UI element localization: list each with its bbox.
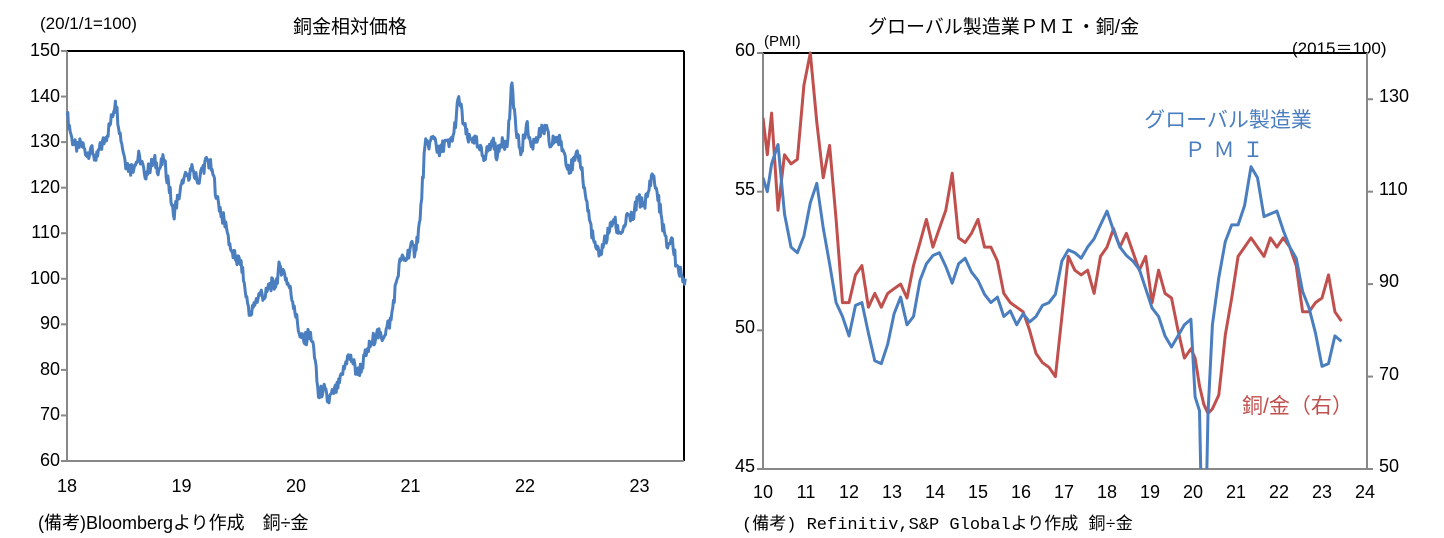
y-tick-label: 140 (29, 85, 60, 106)
right-chart-plot (757, 51, 1373, 470)
left-y-tick-label: 50 (734, 317, 755, 338)
left-chart-panel: (20/1/1=100) 銅金相対価格 150 140 130 120 110 100 90… (0, 0, 720, 538)
copper-gold-line (763, 51, 1343, 415)
x-tick-label: 20 (1182, 482, 1204, 502)
y-tick-label: 60 (39, 450, 60, 470)
x-tick-label: 15 (967, 482, 989, 502)
x-tick-label: 23 (629, 476, 650, 496)
right-y-tick-label: 70 (1379, 363, 1400, 384)
left-chart-plot (61, 50, 687, 462)
y-tick-label: 100 (29, 267, 60, 288)
copper-gold-line (65, 81, 687, 405)
x-tick-label: 21 (1225, 482, 1247, 502)
legend-pmi-line2: ＰＭＩ (1184, 139, 1272, 162)
right-chart-source-note: (備考) Refinitiv,S&P Globalより作成 銅÷金 (742, 516, 1133, 535)
y-tick-label: 70 (39, 404, 60, 425)
left-chart-title: 銅金相対価格 (293, 17, 408, 38)
x-tick-label: 11 (796, 482, 816, 502)
right-y-tick-label: 110 (1379, 178, 1408, 199)
x-tick-label: 18 (56, 476, 78, 496)
right-left-axis-unit: (PMI) (764, 33, 801, 50)
pmi-line (763, 143, 1343, 469)
legend-pmi: グローバル製造業 ＰＭＩ (1128, 106, 1328, 166)
legend-copper-gold: 銅/金（右） (1242, 395, 1353, 418)
y-tick-label: 80 (39, 358, 60, 379)
x-tick-label: 21 (400, 476, 421, 496)
y-tick-label: 130 (29, 131, 60, 152)
x-tick-label: 19 (1139, 482, 1161, 502)
y-tick-label: 90 (39, 313, 60, 334)
right-y-tick-label: 90 (1379, 271, 1400, 292)
legend-pmi-line1: グローバル製造業 (1144, 109, 1312, 132)
right-chart-panel: グローバル製造業ＰＭＩ・銅/金 (PMI) (2015＝100) 60 55 50 4… (720, 0, 1444, 538)
y-tick-label: 110 (31, 222, 60, 243)
x-tick-label: 17 (1053, 482, 1075, 502)
x-tick-label: 16 (1010, 482, 1032, 502)
x-tick-label: 23 (1311, 482, 1333, 502)
x-tick-label: 19 (171, 476, 192, 496)
left-y-tick-label: 45 (734, 456, 755, 476)
x-tick-label: 18 (1096, 482, 1118, 502)
y-tick-label: 150 (29, 40, 60, 60)
x-tick-label: 12 (838, 482, 860, 502)
left-y-unit-label: (20/1/1=100) (40, 14, 137, 33)
left-y-tick-label: 60 (734, 40, 755, 60)
x-tick-label: 20 (285, 476, 307, 496)
x-tick-label: 24 (1354, 482, 1376, 502)
right-y-tick-label: 130 (1379, 86, 1410, 107)
left-chart-source-note: (備考)Bloombergより作成 銅÷金 (38, 513, 309, 533)
x-tick-label: 14 (924, 482, 946, 502)
x-tick-label: 22 (514, 476, 536, 496)
left-y-tick-label: 55 (734, 178, 755, 199)
right-y-tick-label: 50 (1379, 456, 1400, 476)
x-tick-label: 10 (752, 482, 774, 502)
x-tick-label: 13 (881, 482, 903, 502)
y-tick-label: 120 (29, 176, 60, 197)
right-chart-title: グローバル製造業ＰＭＩ・銅/金 (868, 17, 1140, 38)
x-tick-label: 22 (1268, 482, 1290, 502)
